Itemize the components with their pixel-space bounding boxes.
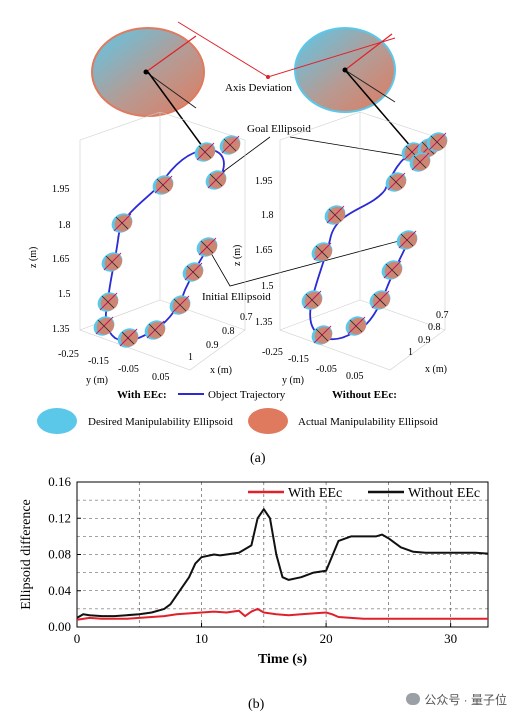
- svg-text:1.5: 1.5: [261, 281, 274, 292]
- x-tick-label: 30: [444, 631, 457, 646]
- svg-text:0.7: 0.7: [240, 312, 253, 323]
- left-x-ticks: 1 0.9 0.8 0.7: [188, 312, 253, 363]
- svg-text:0.05: 0.05: [152, 372, 170, 383]
- right-y-label: y (m): [282, 375, 304, 386]
- initial-ellipsoid-label: Initial Ellipsoid: [202, 291, 271, 303]
- svg-text:0.8: 0.8: [222, 326, 235, 337]
- svg-text:0.7: 0.7: [436, 310, 449, 321]
- right-z-label: z (m): [232, 245, 243, 266]
- without-eec-label: Without EEc:: [332, 389, 397, 401]
- svg-text:-0.15: -0.15: [288, 354, 309, 365]
- svg-text:0.9: 0.9: [418, 335, 431, 346]
- trajectory-legend-label: Object Trajectory: [208, 389, 286, 401]
- svg-text:-0.25: -0.25: [58, 349, 79, 360]
- right-x-label: x (m): [425, 364, 447, 375]
- chart-ticks: 0.00 0.04 0.08 0.12 0.16 0 10 20 30: [48, 474, 457, 646]
- left-small-ellipsoid-0: [194, 142, 216, 162]
- left-y-label: y (m): [86, 375, 108, 386]
- caption-b: (b): [248, 697, 265, 712]
- left-small-ellipsoid-12: [196, 237, 218, 257]
- left-small-ellipsoid-11: [182, 262, 204, 282]
- right-small-ellipsoid-10: [369, 290, 391, 310]
- svg-text:-0.05: -0.05: [316, 364, 337, 375]
- left-small-ellipsoid-2: [205, 170, 227, 190]
- with-eec-label: With EEc:: [117, 389, 167, 401]
- right-small-ellipsoid-5: [324, 205, 346, 225]
- goal-ellipsoid-label: Goal Ellipsoid: [247, 123, 311, 135]
- desired-ellipsoid-label: Desired Manipulability Ellipsoid: [88, 416, 233, 428]
- svg-text:0.05: 0.05: [346, 371, 364, 382]
- right-y-ticks: -0.25 -0.15 -0.05 0.05: [262, 347, 364, 382]
- caption-a: (a): [250, 451, 266, 466]
- left-z-label: z (m): [28, 247, 39, 268]
- figure-a-3d-trajectories: Axis Deviation Goal Ellipsoid Initial El…: [28, 21, 449, 466]
- right-3d-plot: [279, 111, 446, 371]
- watermark: 公众号 · 量子位: [406, 691, 507, 708]
- left-small-ellipsoid-1: [219, 135, 241, 155]
- right-small-ellipsoid-12: [396, 230, 418, 250]
- figure-b-line-chart: 0.00 0.04 0.08 0.12 0.16 0 10 20 30 Ellipsoid di…: [19, 474, 489, 712]
- desired-ellipsoid-swatch: [37, 408, 77, 434]
- left-small-ellipsoid-10: [169, 295, 191, 315]
- y-tick-label: 0.12: [48, 510, 71, 525]
- right-small-ellipsoid-3: [409, 152, 431, 172]
- svg-text:-0.15: -0.15: [88, 356, 109, 367]
- svg-text:1: 1: [188, 352, 193, 363]
- svg-text:1.35: 1.35: [255, 317, 273, 328]
- svg-text:1.95: 1.95: [52, 184, 70, 195]
- wechat-icon: [406, 693, 421, 705]
- x-tick-label: 10: [195, 631, 208, 646]
- y-tick-label: 0.00: [48, 619, 71, 634]
- svg-text:1.8: 1.8: [261, 210, 274, 221]
- svg-text:-0.05: -0.05: [118, 364, 139, 375]
- series-line-1: [76, 508, 489, 619]
- left-small-ellipsoid-7: [93, 316, 115, 336]
- svg-text:1.5: 1.5: [58, 289, 71, 300]
- svg-text:0.9: 0.9: [206, 340, 219, 351]
- left-small-ellipsoid-3: [152, 175, 174, 195]
- y-tick-label: 0.16: [48, 474, 71, 489]
- svg-text:1.8: 1.8: [58, 220, 71, 231]
- right-small-ellipsoid-6: [311, 242, 333, 262]
- right-small-ellipsoid-7: [301, 290, 323, 310]
- actual-ellipsoid-label: Actual Manipulability Ellipsoid: [298, 416, 438, 428]
- actual-ellipsoid-swatch: [248, 408, 288, 434]
- watermark-text: 公众号 · 量子位: [424, 693, 507, 707]
- series-line-0: [76, 607, 488, 621]
- right-small-ellipsoid-2: [426, 132, 448, 152]
- x-tick-label: 0: [74, 631, 81, 646]
- legend-label-1: Without EEc: [408, 486, 480, 501]
- left-small-ellipsoid-6: [97, 292, 119, 312]
- svg-text:1.95: 1.95: [255, 176, 273, 187]
- right-z-ticks: 1.95 1.8 1.65 1.5 1.35: [255, 176, 274, 328]
- svg-text:-0.25: -0.25: [262, 347, 283, 358]
- svg-text:1.35: 1.35: [52, 324, 70, 335]
- left-small-ellipsoid-8: [117, 328, 139, 348]
- x-tick-label: 20: [320, 631, 333, 646]
- left-small-ellipsoid-4: [111, 213, 133, 233]
- svg-text:1.65: 1.65: [52, 254, 70, 265]
- axis-deviation-label: Axis Deviation: [225, 82, 292, 94]
- chart-grid: [77, 482, 488, 627]
- left-small-ellipsoid-9: [144, 320, 166, 340]
- left-y-ticks: -0.25 -0.15 -0.05 0.05: [58, 349, 170, 383]
- chart-x-axis-label: Time (s): [258, 652, 307, 667]
- svg-text:1.65: 1.65: [255, 245, 273, 256]
- right-small-ellipsoid-9: [345, 316, 367, 336]
- right-x-ticks: 1 0.9 0.8 0.7: [408, 310, 449, 358]
- svg-text:0.8: 0.8: [428, 322, 441, 333]
- svg-text:1: 1: [408, 347, 413, 358]
- left-z-ticks: 1.95 1.8 1.65 1.5 1.35: [52, 184, 71, 335]
- right-small-ellipsoid-11: [381, 260, 403, 280]
- chart-series: [76, 508, 489, 621]
- legend-label-0: With EEc: [288, 486, 342, 501]
- chart-legend: With EEc Without EEc: [248, 486, 480, 501]
- left-small-ellipsoid-5: [101, 252, 123, 272]
- right-small-ellipsoid-4: [385, 172, 407, 192]
- y-tick-label: 0.04: [48, 583, 71, 598]
- y-tick-label: 0.08: [48, 547, 71, 562]
- chart-y-axis-label: Ellipsoid difference: [19, 499, 34, 610]
- right-small-ellipsoid-8: [311, 325, 333, 345]
- left-x-label: x (m): [210, 365, 232, 376]
